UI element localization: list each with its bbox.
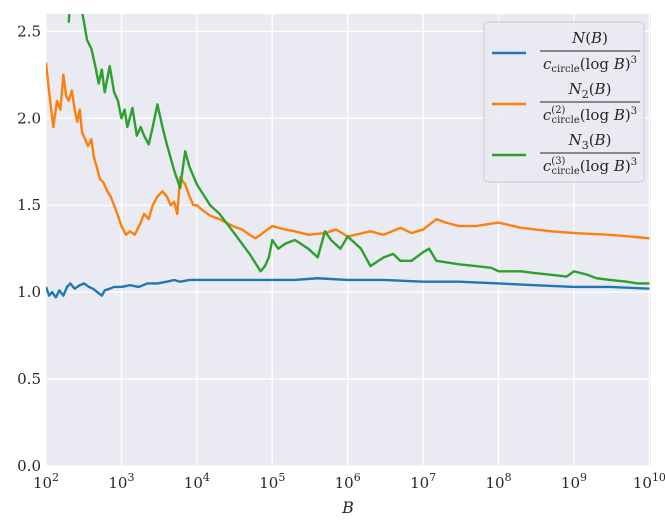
series-line-3 — [67, 14, 650, 285]
x-tick-exponent: 6 — [354, 471, 361, 484]
legend-numerator: N3(B) — [568, 131, 612, 152]
x-tick-base: 10 — [561, 474, 580, 492]
x-tick-base: 10 — [184, 474, 203, 492]
x-tick-base: 10 — [259, 474, 278, 492]
y-tick-label: 2.0 — [17, 109, 41, 127]
legend-numerator: N(B) — [571, 29, 608, 47]
x-tick-exponent: 8 — [505, 471, 512, 484]
x-tick-label: 102 — [33, 471, 59, 492]
series-layer — [46, 14, 650, 299]
series-line-2 — [46, 62, 650, 240]
x-tick-label: 106 — [335, 471, 361, 492]
y-tick-label: 1.0 — [17, 283, 41, 301]
legend-numerator: N2(B) — [568, 80, 612, 101]
x-tick-exponent: 5 — [278, 471, 285, 484]
x-tick-label: 105 — [259, 471, 285, 492]
y-tick-label: 2.5 — [17, 22, 41, 40]
x-tick-exponent: 10 — [652, 471, 665, 484]
x-axis-label: B — [341, 498, 354, 517]
x-tick-exponent: 3 — [127, 471, 134, 484]
x-tick-exponent: 9 — [580, 471, 587, 484]
y-axis-ticks: 0.0 0.5 1.0 1.5 2.0 2.5 — [17, 22, 41, 475]
series-line-1 — [46, 277, 650, 299]
legend-denominator: c(3) circle(log B)3 — [543, 156, 637, 177]
x-tick-label: 109 — [561, 471, 587, 492]
x-tick-exponent: 7 — [429, 471, 436, 484]
x-tick-base: 10 — [335, 474, 354, 492]
x-tick-label: 107 — [410, 471, 436, 492]
x-tick-label: 103 — [108, 471, 134, 492]
x-tick-base: 10 — [33, 474, 52, 492]
y-tick-label: 0.0 — [17, 457, 41, 475]
legend-entry-3: N3(B) c(3) circle(log B)3 — [492, 131, 640, 177]
x-tick-label: 108 — [486, 471, 512, 492]
y-tick-label: 1.5 — [17, 196, 41, 214]
x-tick-exponent: 4 — [203, 471, 210, 484]
legend-entry-2: N2(B) c(2) circle(log B)3 — [492, 80, 640, 126]
legend-denominator: c(2) circle(log B)3 — [543, 105, 637, 126]
x-tick-base: 10 — [410, 474, 429, 492]
legend-denominator: ccircle(log B)3 — [543, 55, 637, 75]
x-tick-base: 10 — [633, 474, 652, 492]
x-axis-ticks: 102 103 104 105 106 107 108 109 1010 — [33, 471, 665, 492]
x-tick-label: 1010 — [633, 471, 665, 492]
legend-entry-1: N(B) ccircle(log B)3 — [492, 29, 640, 75]
legend: N(B) ccircle(log B)3 N2(B) c(2) circle(log B… — [483, 21, 645, 183]
x-tick-label: 104 — [184, 471, 210, 492]
x-tick-exponent: 2 — [52, 471, 59, 484]
x-tick-base: 10 — [486, 474, 505, 492]
x-tick-base: 10 — [108, 474, 127, 492]
y-tick-label: 0.5 — [17, 370, 41, 388]
